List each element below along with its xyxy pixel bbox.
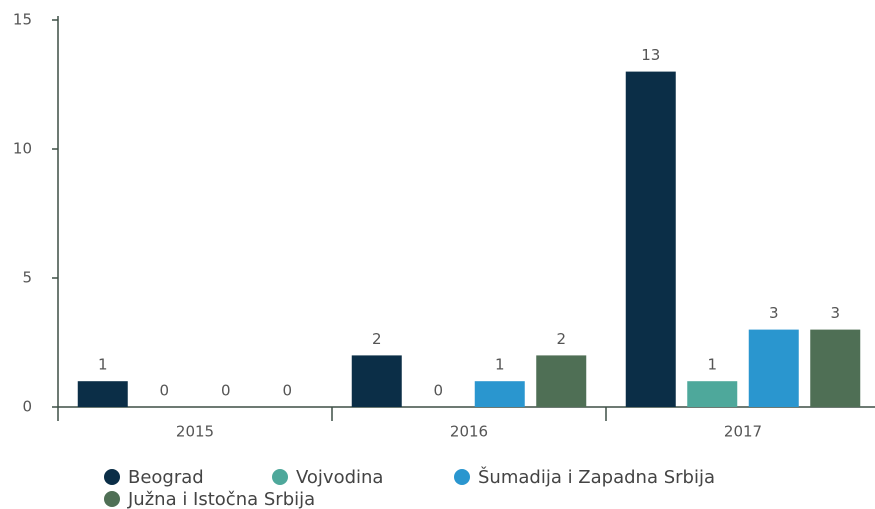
legend-label: Šumadija i Zapadna Srbija xyxy=(478,466,715,488)
bar xyxy=(625,71,676,407)
data-label: 13 xyxy=(641,46,660,64)
legend-marker xyxy=(454,469,470,485)
legend-label: Južna i Istočna Srbija xyxy=(127,489,315,509)
data-label: 0 xyxy=(159,382,169,400)
y-tick-label: 15 xyxy=(13,11,32,29)
data-label: 2 xyxy=(372,330,382,348)
legend-label: Beograd xyxy=(128,467,204,488)
x-tick-label: 2015 xyxy=(176,423,214,441)
data-label: 1 xyxy=(707,356,717,374)
data-label: 1 xyxy=(495,356,505,374)
legend-marker xyxy=(104,491,120,507)
bar xyxy=(536,355,587,407)
bar xyxy=(474,381,525,407)
data-label: 0 xyxy=(433,382,443,400)
bar xyxy=(351,355,402,407)
y-tick-label: 5 xyxy=(22,269,32,287)
x-tick-label: 2016 xyxy=(450,423,488,441)
legend-marker xyxy=(272,469,288,485)
bar xyxy=(687,381,738,407)
data-label: 3 xyxy=(769,304,779,322)
data-label: 0 xyxy=(221,382,231,400)
y-tick-label: 10 xyxy=(13,140,32,158)
bar xyxy=(77,381,128,407)
x-tick-label: 2017 xyxy=(724,423,762,441)
data-label: 0 xyxy=(282,382,292,400)
bar xyxy=(748,329,799,407)
legend-marker xyxy=(104,469,120,485)
bar xyxy=(810,329,861,407)
data-label: 3 xyxy=(830,304,840,322)
data-label: 2 xyxy=(556,330,566,348)
data-label: 1 xyxy=(98,356,108,374)
y-tick-label: 0 xyxy=(22,398,32,416)
legend-label: Vojvodina xyxy=(296,467,383,488)
